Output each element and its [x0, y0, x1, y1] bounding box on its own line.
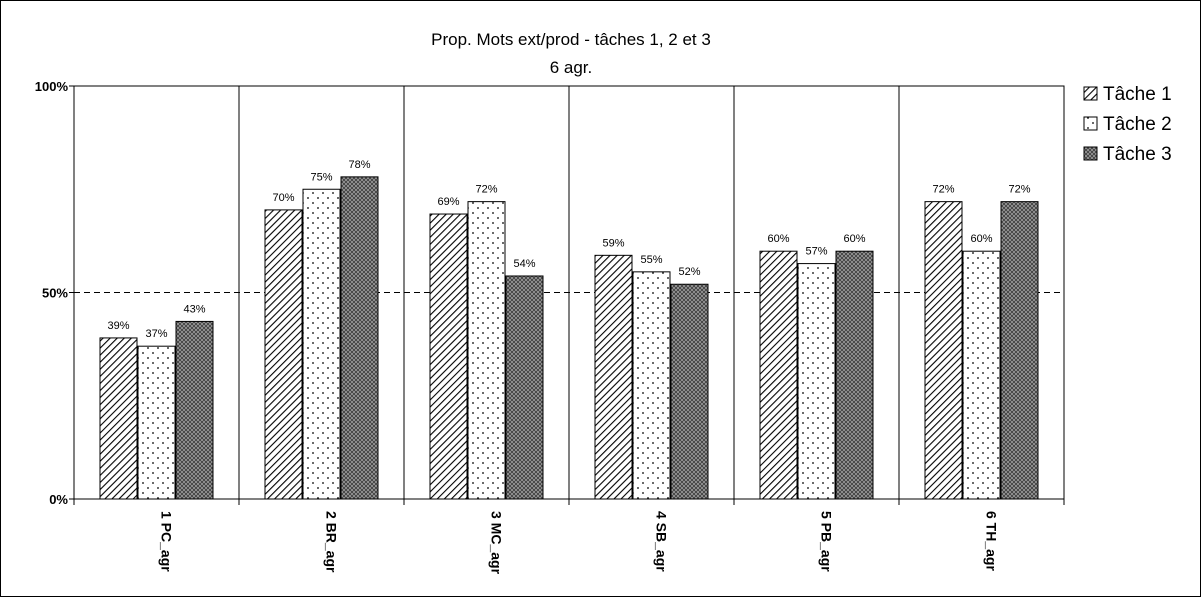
legend-label: Tâche 2 [1103, 114, 1172, 135]
y-tick-label: 100% [35, 79, 69, 94]
data-label: 69% [437, 196, 459, 208]
data-label: 78% [348, 159, 370, 171]
bar [302, 188, 341, 500]
x-tick-label: 4 SB_agr [654, 511, 670, 572]
bar [924, 201, 963, 500]
data-label: 75% [310, 171, 332, 183]
x-tick-label: 6 TH_agr [984, 511, 1000, 571]
bar [505, 275, 544, 500]
x-tick-label: 5 PB_agr [819, 511, 835, 572]
bar [835, 250, 874, 500]
bar [594, 254, 633, 500]
data-label: 72% [932, 184, 954, 196]
data-label: 57% [805, 246, 827, 258]
data-label: 72% [475, 184, 497, 196]
legend-swatch [1083, 146, 1098, 161]
data-label: 54% [513, 258, 535, 270]
y-tick-label: 0% [49, 492, 68, 507]
data-label: 39% [107, 320, 129, 332]
data-labels: 39% 37% 43% 70% 75% 78% 69% 72% 54% 59% 55% 52% 60% 5… [107, 159, 1030, 340]
bar [99, 337, 138, 500]
bar [264, 209, 303, 500]
data-label: 55% [640, 254, 662, 266]
data-label: 60% [970, 233, 992, 245]
data-label: 37% [145, 328, 167, 340]
chart-subtitle: 6 agr. [550, 58, 593, 77]
chart-title: Prop. Mots ext/prod - tâches 1, 2 et 3 [431, 30, 711, 49]
bar [467, 201, 506, 500]
data-label: 60% [843, 233, 865, 245]
y-tick-label: 50% [42, 286, 68, 301]
data-label: 70% [272, 192, 294, 204]
bar [175, 320, 214, 500]
data-label: 72% [1008, 184, 1030, 196]
legend: Tâche 1 Tâche 2 Tâche 3 [1083, 84, 1172, 165]
y-axis: 0% 50% 100% [35, 79, 74, 507]
data-label: 43% [183, 303, 205, 315]
x-tick-label: 3 MC_agr [489, 511, 505, 575]
legend-swatch [1083, 86, 1098, 101]
legend-label: Tâche 3 [1103, 144, 1172, 165]
x-tick-label: 2 BR_agr [324, 511, 340, 573]
bar [759, 250, 798, 500]
data-label: 60% [767, 233, 789, 245]
legend-swatch [1083, 116, 1098, 131]
bar [340, 176, 379, 500]
data-label: 59% [602, 237, 624, 249]
x-tick-label: 1 PC_agr [159, 511, 175, 572]
bar [137, 345, 176, 500]
bars [99, 176, 1039, 500]
bar [962, 250, 1001, 500]
legend-label: Tâche 1 [1103, 84, 1172, 105]
bar [1000, 201, 1039, 500]
bar [797, 263, 836, 500]
x-axis: 1 PC_agr 2 BR_agr 3 MC_agr 4 SB_agr 5 PB_agr… [73, 499, 1065, 575]
bar [632, 271, 671, 500]
data-label: 52% [678, 266, 700, 278]
bar [429, 213, 468, 500]
bar [670, 283, 709, 500]
